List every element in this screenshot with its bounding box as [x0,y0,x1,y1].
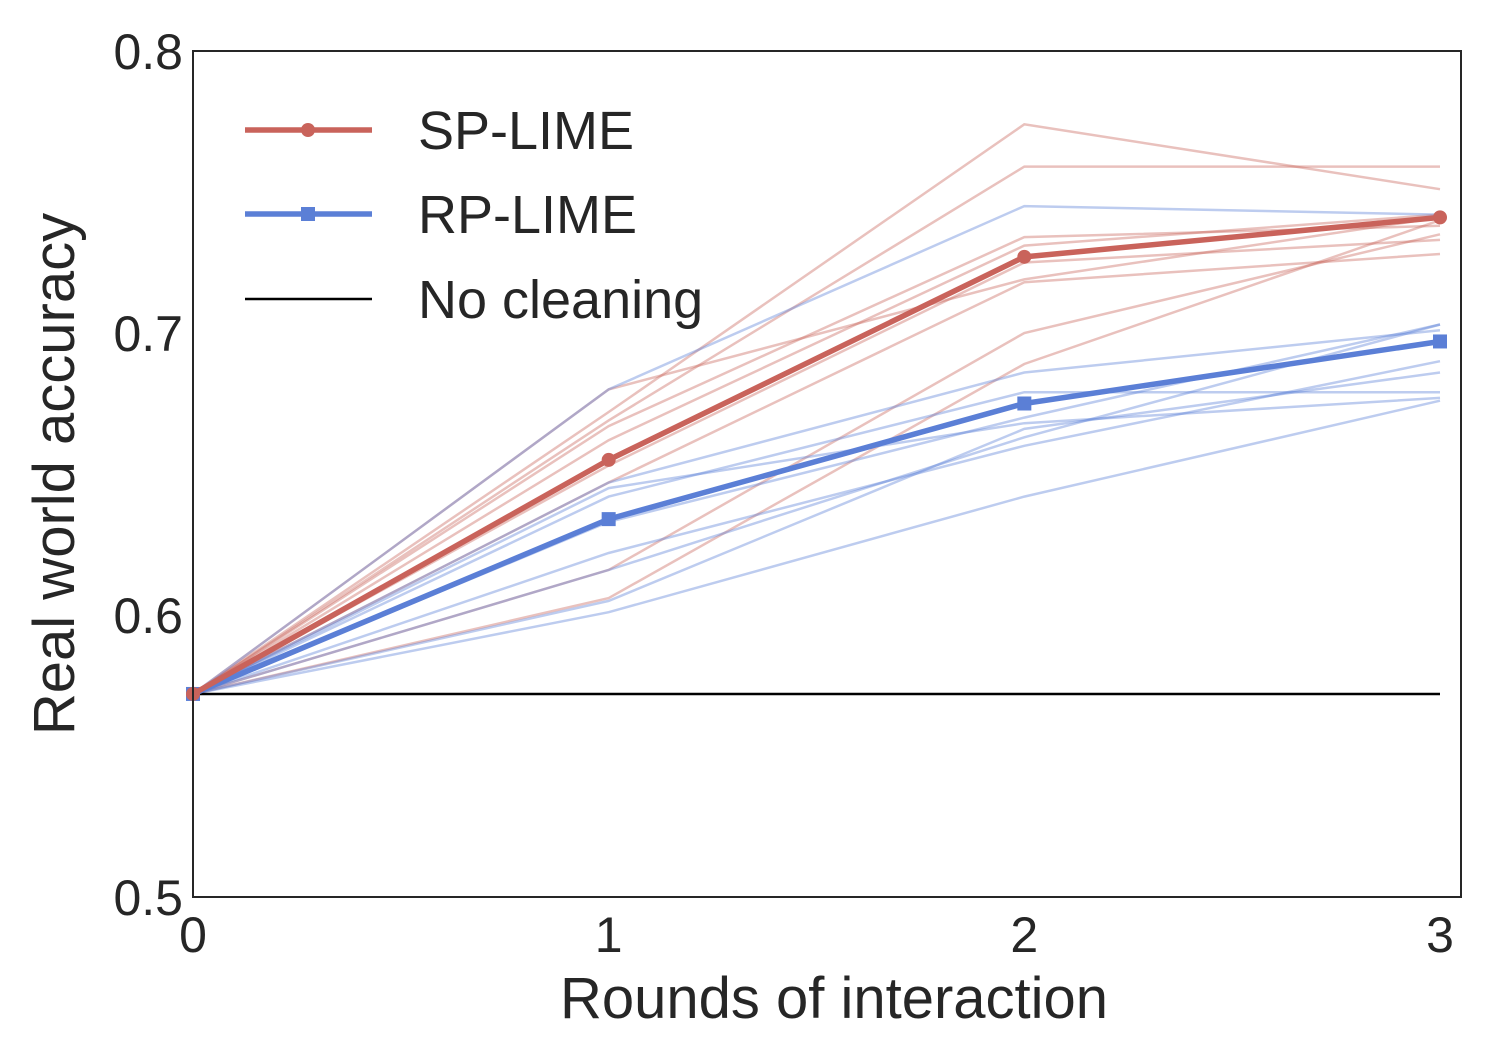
legend-marker-sp-lime [301,123,315,137]
plot-frame [192,50,1462,898]
rp-lime-run-line-8 [192,399,1441,696]
legend-marker-rp-lime [301,207,315,221]
rp-lime-line [191,338,1441,697]
sp-lime-run-line-7 [192,233,1441,696]
rp-lime-run-line-7 [192,371,1441,696]
rp-lime-point-1 [601,512,616,527]
legend: SP-LIME RP-LIME No cleaning [245,101,703,330]
y-tick-label-3: 0.8 [113,24,183,80]
y-axis-label: Real world accuracy [22,213,87,735]
sp-lime-run-line-4 [192,213,1441,696]
y-tick-label-0: 0.5 [113,870,183,926]
legend-label-rp-lime: RP-LIME [418,185,637,245]
legend-label-no-cleaning: No cleaning [418,270,703,330]
sp-lime-run-line-8 [192,219,1441,696]
sp-lime-line [191,214,1441,697]
x-axis-label: Rounds of interaction [560,966,1108,1031]
rp-lime-run-line-2 [192,396,1441,696]
x-tick-label-2: 2 [1010,907,1038,963]
x-tick-label-1: 1 [595,907,623,963]
sp-lime-run-line-0 [192,216,1441,696]
rp-lime-run-line-1 [192,328,1441,696]
y-tick-label-1: 0.6 [113,588,183,644]
sp-lime-run-line-2 [192,165,1440,696]
y-tick-label-2: 0.7 [113,306,183,362]
series-layer [186,210,1447,701]
rp-lime-run-line-5 [192,359,1441,696]
sp-lime-run-line-1 [192,122,1441,696]
rp-lime-point-3 [1433,334,1447,349]
sp-lime-run-line-6 [192,252,1441,696]
sp-lime-point-1 [601,452,616,467]
sp-lime-point-2 [1017,249,1032,264]
legend-item-rp-lime: RP-LIME [245,185,637,245]
sp-lime-run-line-3 [192,224,1441,696]
x-tick-label-0: 0 [179,907,207,963]
rp-lime-point-2 [1017,396,1032,411]
legend-label-sp-lime: SP-LIME [418,101,634,161]
x-tick-label-3: 3 [1426,907,1454,963]
sp-lime-point-3 [1433,210,1447,225]
rp-lime-run-line-6 [192,323,1441,696]
rp-lime-run-line-0 [192,204,1441,696]
tick-labels-layer: 0 1 2 3 0.5 0.6 0.7 0.8 [113,24,1453,963]
legend-item-sp-lime: SP-LIME [245,101,634,161]
legend-item-no-cleaning: No cleaning [245,270,703,330]
rp-lime-run-line-3 [192,390,1440,696]
